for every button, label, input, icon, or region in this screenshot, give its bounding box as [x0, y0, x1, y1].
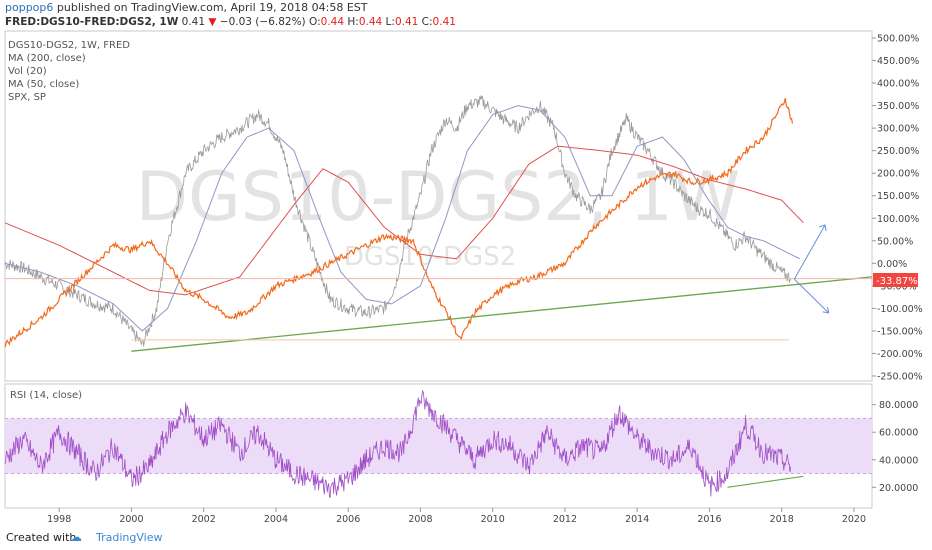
indicator-0[interactable]: DGS10-DGS2, 1W, FRED [8, 40, 130, 51]
y-tick-label: -150.00% [877, 326, 923, 337]
indicator-1[interactable]: MA (200, close) [8, 53, 86, 64]
x-tick-label: 2010 [481, 514, 505, 525]
open-value: 0.44 [320, 16, 345, 28]
main-plot-area [4, 95, 873, 352]
y-tick-label: 0.00% [877, 259, 907, 270]
rsi-label: RSI (14, close) [10, 390, 82, 401]
low-value: 0.41 [394, 16, 419, 28]
spx-line [4, 98, 794, 348]
projection-down-line [793, 278, 830, 314]
y-tick-label: 250.00% [877, 146, 919, 157]
ma50-line [4, 105, 801, 332]
x-tick-label: 2002 [192, 514, 216, 525]
ma200-line [4, 145, 804, 296]
y-tick-label: 150.00% [877, 191, 919, 202]
y-tick-label: 450.00% [877, 56, 919, 67]
x-tick-label: 1998 [47, 514, 71, 525]
price-change: −0.03 (−6.82%) [219, 16, 306, 28]
x-tick-label: 2014 [625, 514, 649, 525]
close-label: C: [421, 16, 433, 28]
indicator-3[interactable]: MA (50, close) [8, 79, 80, 90]
y-tick-label: 50.00% [877, 236, 913, 247]
y-tick-label: 500.00% [877, 34, 919, 45]
main-pane-frame [4, 30, 873, 382]
current-value-badge-bg [873, 273, 918, 287]
published-text: published on TradingView.com, April 19, … [56, 1, 368, 14]
rsi-y-tick-label: 80.0000 [879, 400, 918, 411]
arrow-down-icon [822, 306, 830, 314]
high-label: H: [347, 16, 359, 28]
created-with-text: Created with [6, 531, 77, 544]
x-tick-label: 2008 [408, 514, 432, 525]
y-tick-label: 400.00% [877, 79, 919, 90]
current-value-badge: -33.87% [876, 276, 918, 287]
y-tick-label: -250.00% [877, 372, 923, 383]
x-tick-label: 2012 [553, 514, 577, 525]
y-tick-label: 100.00% [877, 214, 919, 225]
x-tick-label: 2018 [770, 514, 794, 525]
down-arrow-icon: ▼ [208, 16, 217, 28]
y-tick-label: 350.00% [877, 101, 919, 112]
open-label: O: [309, 16, 321, 28]
publish-line: poppop6 published on TradingView.com, Ap… [5, 1, 368, 14]
rsi-y-tick-label: 40.0000 [879, 455, 918, 466]
y-tick-label: -200.00% [877, 349, 923, 360]
low-label: L: [385, 16, 395, 28]
high-value: 0.44 [358, 16, 383, 28]
y-tick-label: 200.00% [877, 169, 919, 180]
rsi-y-tick-label: 60.0000 [879, 428, 918, 439]
symbol-name: FRED:DGS10-FRED:DGS2, 1W [5, 16, 179, 28]
close-value: 0.41 [432, 16, 456, 28]
rsi-plot-area [4, 389, 872, 499]
x-tick-label: 2016 [697, 514, 721, 525]
tradingview-brand[interactable]: TradingView [96, 531, 163, 544]
indicator-legend: DGS10-DGS2, 1W, FRED MA (200, close) Vol… [8, 39, 130, 104]
rsi-y-tick-label: 20.0000 [879, 483, 918, 494]
rsi-line [4, 389, 792, 499]
x-tick-label: 2020 [842, 514, 866, 525]
indicator-2[interactable]: Vol (20) [8, 66, 47, 77]
projection-up-line [793, 224, 826, 280]
chart-canvas[interactable]: DGS10-DGS2, 1W DGS10-DGS2 500.00% 450.00%… [0, 0, 932, 526]
x-tick-label: 2006 [336, 514, 360, 525]
x-tick-label: 2000 [119, 514, 143, 525]
watermark-small: DGS10-DGS2 [344, 242, 516, 272]
last-price: 0.41 [181, 16, 206, 28]
footer: Created with ☁ TradingView [0, 526, 932, 550]
indicator-4[interactable]: SPX, SP [8, 92, 46, 103]
watermark-large: DGS10-DGS2, 1W [136, 158, 741, 237]
symbol-line: FRED:DGS10-FRED:DGS2, 1W 0.41 ▼ −0.03 (−… [5, 16, 456, 28]
tradingview-logo-icon[interactable]: ☁ [70, 530, 82, 544]
author-link[interactable]: poppop6 [5, 1, 54, 14]
support-trendline [131, 276, 873, 352]
y-tick-label: 300.00% [877, 124, 919, 135]
arrow-up-icon [818, 224, 827, 232]
x-tick-label: 2004 [264, 514, 288, 525]
rsi-trendline [727, 475, 804, 488]
y-tick-label: -100.00% [877, 304, 923, 315]
